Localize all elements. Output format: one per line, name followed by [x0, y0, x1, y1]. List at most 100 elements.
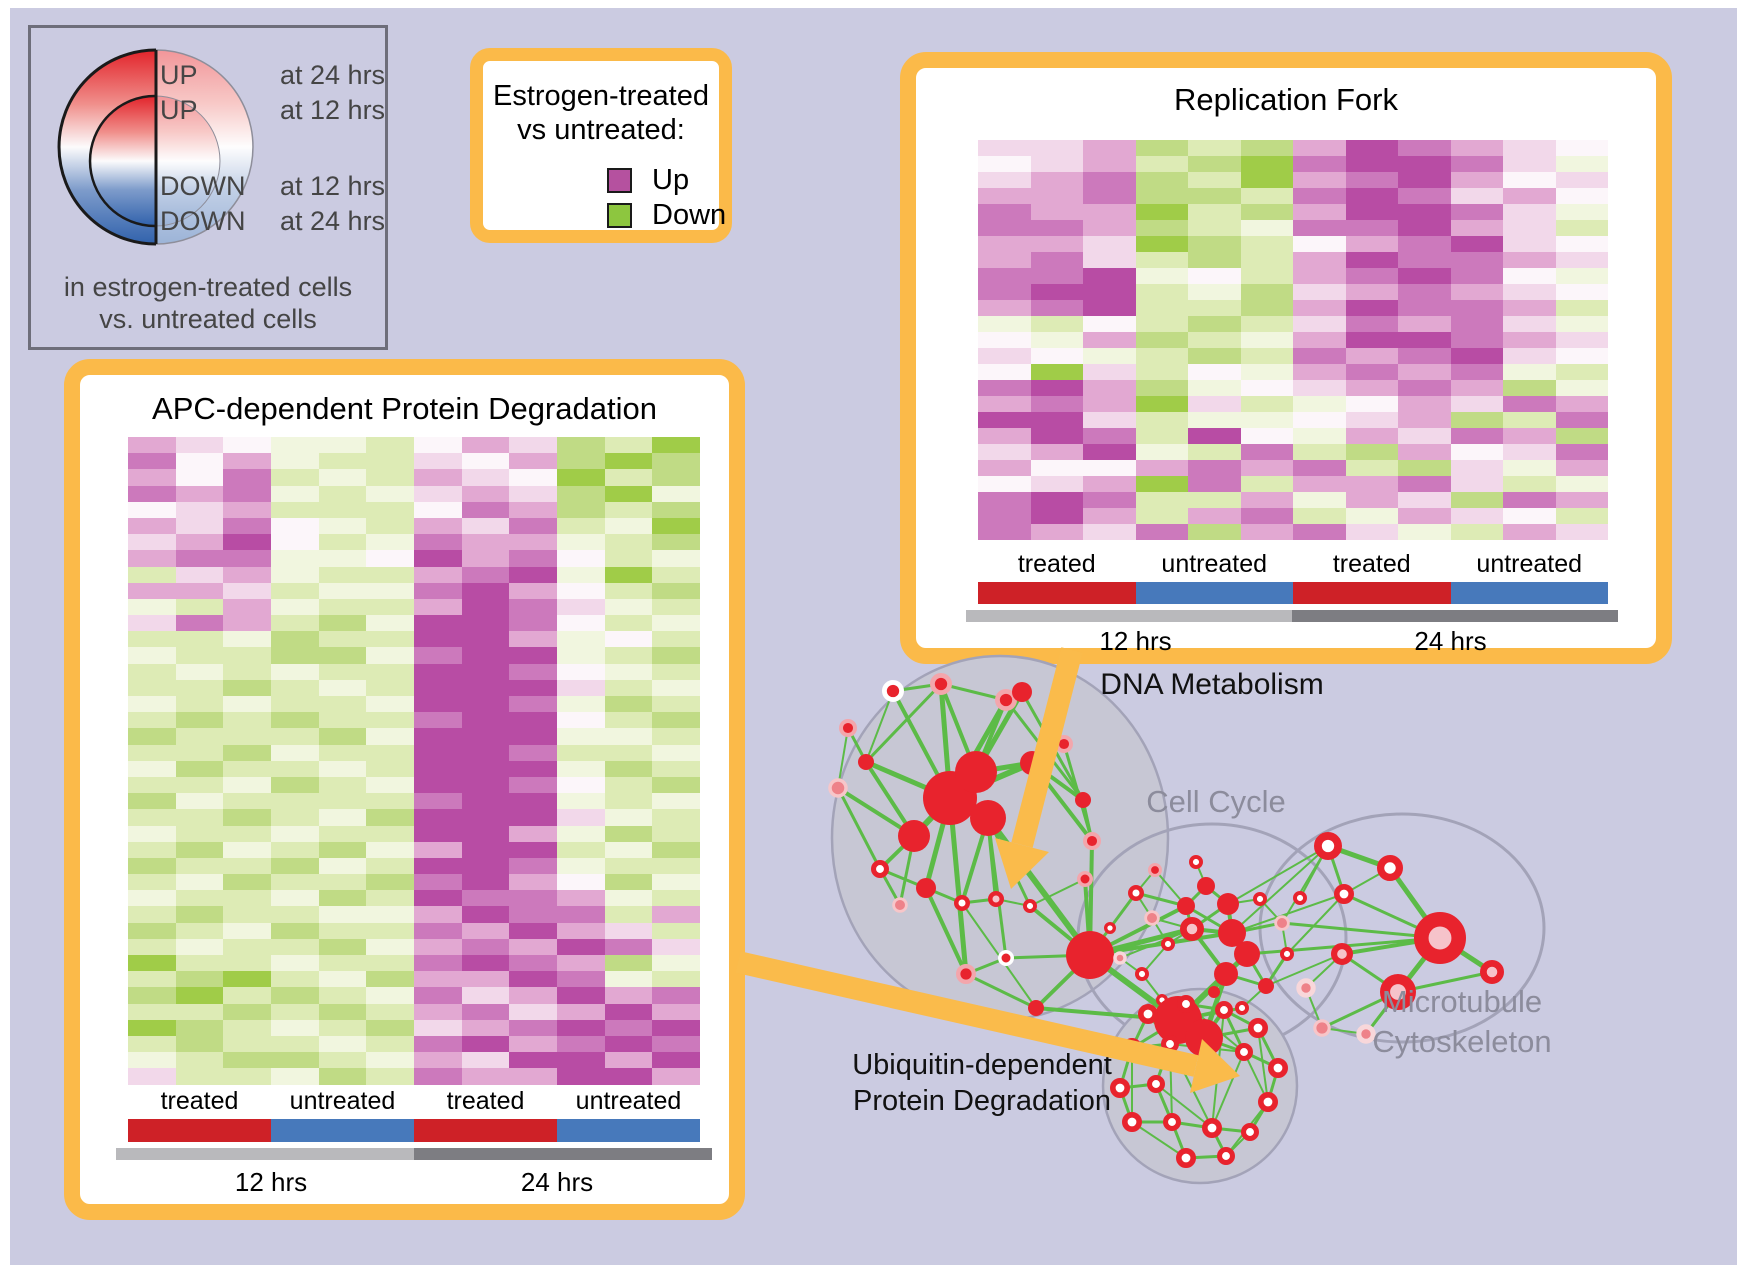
heatmap-cell — [509, 501, 557, 518]
heatmap-cell — [1030, 332, 1083, 348]
heatmap-cell — [271, 453, 319, 470]
heatmap-cell — [1240, 348, 1293, 364]
heatmap-cell — [128, 793, 176, 810]
network-node — [1179, 916, 1204, 941]
heatmap-cell — [461, 744, 510, 761]
heatmap-cell — [1503, 396, 1556, 412]
heatmap-cell — [128, 809, 176, 826]
heatmap-cell — [557, 663, 605, 680]
heatmap-cell — [1450, 428, 1503, 444]
heatmap-cell — [223, 1003, 271, 1020]
heatmap-cell — [1503, 188, 1556, 204]
heatmap-cell — [271, 469, 319, 486]
heatmap-cell — [604, 728, 653, 745]
heatmap-cell — [978, 204, 1031, 220]
heatmap-cell — [175, 809, 224, 826]
heatmap-cell — [128, 615, 176, 632]
condition-bar-segment — [271, 1119, 414, 1142]
heatmap-cell — [1398, 316, 1451, 332]
network-node — [1202, 1118, 1223, 1139]
heatmap-cell — [1503, 220, 1556, 236]
network-node — [998, 950, 1015, 967]
heatmap-cell — [175, 1052, 224, 1069]
heatmap-cell — [223, 890, 271, 907]
heatmap-cell — [271, 922, 319, 939]
network-edge — [1227, 845, 1329, 905]
heatmap-cell — [604, 647, 653, 664]
heatmap-cell — [223, 922, 271, 939]
heatmap-cell — [175, 534, 224, 551]
heatmap-cell — [128, 582, 176, 599]
heatmap-cell — [1293, 140, 1346, 156]
heatmap-cell — [175, 890, 224, 907]
network-node — [956, 964, 977, 985]
heatmap-cell — [1135, 300, 1188, 316]
heatmap-cell — [366, 874, 414, 891]
heatmap-cell — [509, 679, 557, 696]
heatmap-cell — [271, 857, 319, 875]
heatmap-cell — [318, 906, 367, 923]
heatmap-cell — [366, 485, 414, 502]
heatmap-cell — [1135, 316, 1188, 332]
heatmap-cell — [366, 647, 414, 664]
heatmap-cell — [461, 728, 510, 745]
heatmap-cell — [1188, 476, 1241, 492]
heatmap-cell — [318, 760, 367, 777]
treated-untreated-bar — [978, 582, 1608, 604]
heatmap-cell — [509, 793, 557, 810]
group-label: treated — [1017, 550, 1096, 578]
heatmap-cell — [1293, 284, 1346, 300]
heatmap-cell — [1240, 140, 1293, 156]
heatmap-cell — [652, 1035, 700, 1053]
heatmap-cell — [414, 1019, 462, 1036]
heatmap-cell — [271, 615, 319, 632]
label-ubiquitin-1: Ubiquitin-dependent — [852, 1049, 1112, 1081]
heatmap-cell — [652, 744, 700, 761]
heatmap-cell — [128, 825, 176, 842]
heatmap-cell — [1240, 284, 1293, 300]
heatmap-cell — [1398, 508, 1451, 524]
heatmap-cell — [414, 776, 462, 794]
heatmap-cell — [461, 453, 510, 470]
heatmap-cell — [557, 679, 605, 696]
heatmap-cell — [366, 728, 414, 745]
heatmap-cell — [509, 906, 557, 923]
heatmap-cell — [604, 550, 653, 567]
heatmap-cell — [509, 598, 557, 616]
heatmap-cell — [128, 566, 176, 583]
heatmap-cell — [1240, 412, 1293, 428]
heatmap-cell — [604, 857, 653, 875]
heatmap-cell — [652, 890, 700, 907]
heatmap-cell — [1030, 268, 1083, 284]
heatmap-cell — [652, 437, 700, 454]
heatmap-cell — [461, 825, 510, 842]
heatmap-cell — [1030, 380, 1083, 396]
heatmap-cell — [271, 1052, 319, 1069]
heatmap-cell — [652, 728, 700, 745]
heatmap-cell — [414, 890, 462, 907]
heatmap-cell — [652, 825, 700, 842]
heatmap-cell — [461, 485, 510, 502]
heatmap-cell — [509, 955, 557, 972]
heatmap-cell — [604, 938, 653, 955]
heatmap-cell — [318, 712, 367, 729]
heatmap-cell — [978, 364, 1031, 380]
heatmap-cell — [175, 517, 224, 535]
heatmap-cell — [978, 396, 1031, 412]
heatmap-cell — [366, 841, 414, 858]
heatmap-cell — [1030, 412, 1083, 428]
heatmap-cell — [1345, 316, 1398, 332]
heatmap-cell — [557, 598, 605, 616]
heatmap-cell — [1503, 476, 1556, 492]
heatmap-cell — [414, 857, 462, 875]
network-node — [1235, 1043, 1254, 1062]
network-node — [1185, 1019, 1223, 1057]
heatmap-cell — [128, 987, 176, 1004]
heatmap-cell — [557, 776, 605, 794]
heatmap-cell — [652, 938, 700, 955]
group-labels: treated untreated treated untreated — [978, 550, 1608, 579]
heatmap-cell — [414, 485, 462, 502]
heatmap-cell — [366, 550, 414, 567]
heatmap-cell — [1503, 332, 1556, 348]
heatmap-cell — [1240, 428, 1293, 444]
